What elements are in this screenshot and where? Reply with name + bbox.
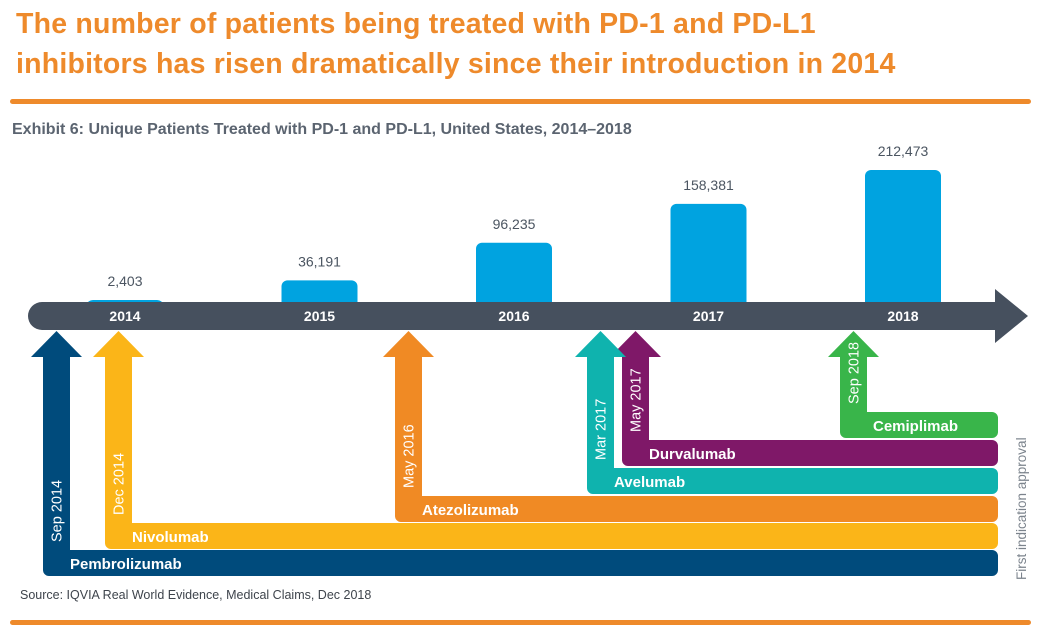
exhibit-title: Exhibit 6: Unique Patients Treated with …: [12, 121, 632, 138]
approval-band: [43, 357, 998, 576]
approval-date-label: Mar 2017: [594, 399, 610, 460]
value-label-2015: 36,191: [298, 253, 341, 269]
approval-date-label: Sep 2018: [847, 342, 863, 404]
arrowhead-icon: [828, 331, 879, 357]
bottom-divider: [10, 620, 1031, 625]
bars-layer: 2,403 36,191 96,235 158,381 212,473: [87, 143, 941, 309]
approval-band: [622, 357, 998, 466]
headline-line-1: The number of patients being treated wit…: [16, 8, 816, 40]
timeline-year-2016: 2016: [498, 308, 529, 324]
drug-name-label: Nivolumab: [132, 529, 209, 546]
value-label-2014: 2,403: [107, 273, 142, 289]
value-label-2016: 96,235: [493, 216, 536, 232]
headline-line-2: inhibitors has risen dramatically since …: [16, 48, 896, 80]
timeline-year-2018: 2018: [887, 308, 918, 324]
timeline-year-2017: 2017: [693, 308, 724, 324]
bar-2017: [670, 203, 747, 309]
headline: The number of patients being treated wit…: [16, 4, 1036, 84]
timeline-year-2015: 2015: [304, 308, 335, 324]
drug-name-label: Cemiplimab: [873, 418, 958, 435]
approval-band: [105, 357, 998, 549]
arrowhead-icon: [93, 331, 144, 357]
bar-2015: [281, 280, 358, 309]
drug-name-label: Pembrolizumab: [70, 556, 182, 573]
arrowhead-icon: [610, 331, 661, 357]
approval-band: [840, 357, 998, 438]
drug-name-label: Atezolizumab: [422, 502, 519, 519]
timeline-year-2014: 2014: [109, 308, 140, 324]
approval-date-label: May 2016: [402, 424, 418, 488]
approval-date-label: Dec 2014: [112, 453, 128, 515]
bar-2016: [476, 242, 552, 309]
approval-date-label: Sep 2014: [50, 480, 66, 542]
value-label-2017: 158,381: [683, 177, 734, 193]
drug-name-label: Durvalumab: [649, 446, 736, 463]
first-indication-approval-label: First indication approval: [1014, 437, 1029, 580]
approval-band: [587, 357, 998, 494]
approval-band: [395, 357, 998, 522]
approval-date-label: May 2017: [629, 368, 645, 432]
timeline-layer: 2014 2015 2016 2017 2018: [28, 289, 1028, 343]
drug-name-label: Avelumab: [614, 474, 685, 491]
arrowhead-icon: [383, 331, 434, 357]
arrowhead-icon: [575, 331, 626, 357]
top-divider: [10, 99, 1031, 104]
value-label-2018: 212,473: [878, 143, 929, 159]
approval-cemiplimab: Sep 2018 Cemiplimab: [828, 331, 998, 438]
source-note: Source: IQVIA Real World Evidence, Medic…: [20, 588, 372, 602]
arrowhead-icon: [31, 331, 82, 357]
bar-2018: [865, 170, 941, 309]
timeline-arrow: [28, 289, 1028, 343]
